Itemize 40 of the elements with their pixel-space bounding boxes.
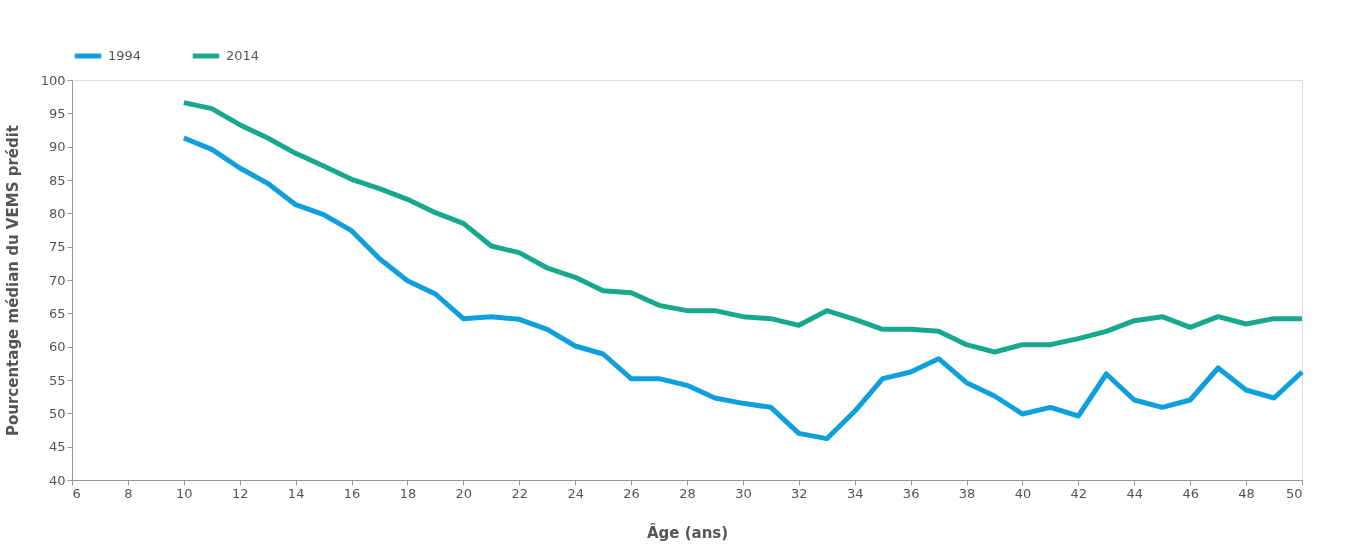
x-tick-label: 22 xyxy=(511,485,529,501)
y-tick-label: 70 xyxy=(48,272,66,288)
x-tick-label: 18 xyxy=(399,485,417,501)
y-tick-label: 60 xyxy=(48,339,66,355)
y-tick-label: 75 xyxy=(48,239,66,255)
y-tick-label: 100 xyxy=(40,72,66,88)
x-tick-label: 36 xyxy=(902,485,920,501)
y-tick-label: 90 xyxy=(48,139,66,155)
x-tick-label: 30 xyxy=(735,485,752,501)
x-tick-label: 12 xyxy=(231,485,249,501)
x-tick-label: 28 xyxy=(679,485,696,501)
x-tick-label: 16 xyxy=(343,485,361,501)
x-tick-label: 46 xyxy=(1182,485,1199,501)
x-tick-label: 20 xyxy=(455,485,473,501)
y-axis-title: Pourcentage médian du VEMS prédit xyxy=(3,124,22,437)
legend-label: 1994 xyxy=(108,48,142,63)
y-tick-label: 40 xyxy=(48,472,66,488)
x-tick-label: 14 xyxy=(287,485,305,501)
x-tick-label: 10 xyxy=(176,485,193,501)
y-tick-label: 65 xyxy=(48,305,66,321)
x-tick-label: 26 xyxy=(623,485,640,501)
y-tick-label: 50 xyxy=(48,405,66,421)
x-tick-label: 42 xyxy=(1070,485,1088,501)
x-tick-label: 34 xyxy=(846,485,864,501)
x-tick-label: 44 xyxy=(1126,485,1144,501)
y-tick-label: 80 xyxy=(48,205,66,221)
y-tick-label: 55 xyxy=(48,372,66,388)
x-tick-label: 38 xyxy=(958,485,976,501)
x-tick-label: 40 xyxy=(1014,485,1032,501)
legend-label: 2014 xyxy=(226,48,260,63)
x-tick-label: 50 xyxy=(1285,485,1303,501)
x-tick-label: 24 xyxy=(567,485,584,501)
x-tick-label: 6 xyxy=(72,485,81,501)
y-tick-label: 85 xyxy=(48,172,66,188)
x-tick-label: 32 xyxy=(791,485,808,501)
x-axis-title: Âge (ans) xyxy=(646,522,729,542)
x-tick-label: 8 xyxy=(124,485,133,501)
y-tick-label: 95 xyxy=(48,105,66,121)
y-tick-label: 45 xyxy=(48,439,66,455)
x-tick-label: 48 xyxy=(1238,485,1255,501)
